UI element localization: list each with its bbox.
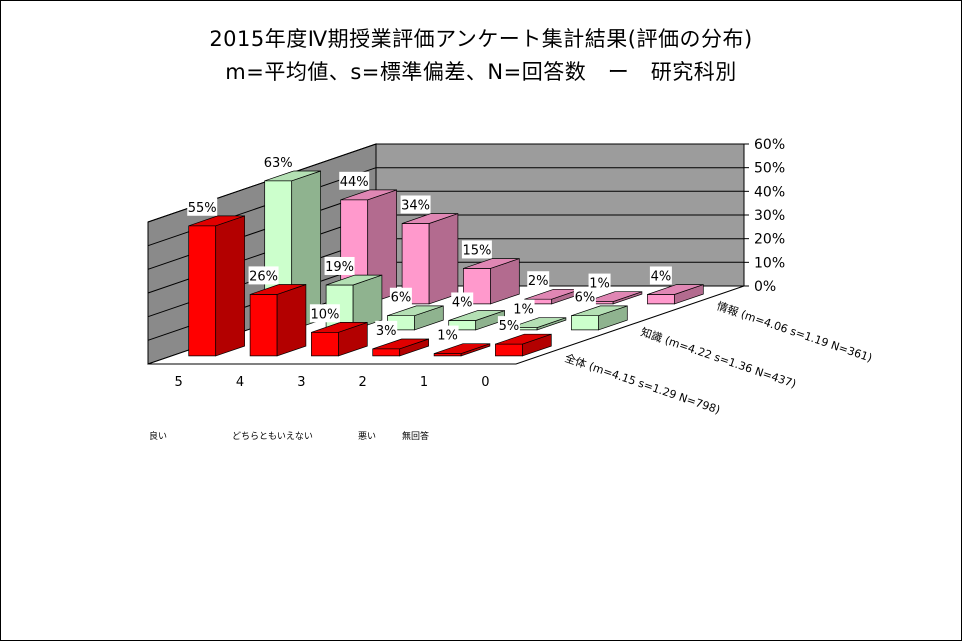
y-tick-label: 0%	[754, 279, 776, 295]
data-label: 26%	[249, 269, 278, 284]
y-tick-label: 30%	[754, 208, 785, 224]
data-label: 1%	[513, 303, 534, 318]
note-no-answer: 無回答	[402, 432, 430, 442]
data-label: 5%	[499, 319, 520, 334]
bar-side	[276, 284, 307, 357]
data-label-bg	[263, 152, 294, 171]
data-label-bg	[436, 325, 459, 344]
data-label-bg	[187, 197, 218, 216]
data-label: 63%	[264, 156, 293, 171]
data-label: 4%	[452, 295, 473, 310]
y-tick-label: 20%	[754, 232, 785, 248]
bar-top	[448, 310, 505, 321]
data-label: 1%	[437, 329, 458, 344]
x-category-label: 0	[481, 375, 489, 390]
y-tick-label: 60%	[754, 137, 785, 153]
data-label-bg	[527, 271, 550, 290]
data-label: 19%	[325, 260, 354, 275]
data-label: 6%	[575, 291, 596, 306]
bar-top	[463, 258, 520, 269]
data-label-bg	[573, 287, 596, 306]
data-label: 2%	[528, 274, 549, 289]
bar-top	[647, 284, 704, 295]
data-label-bg	[461, 240, 492, 259]
data-label-bg	[451, 292, 474, 311]
data-label-bg	[389, 287, 412, 306]
data-label-bg	[588, 273, 611, 292]
bar-front	[571, 315, 599, 331]
series-group: 55%26%10%3% 1%5%	[187, 197, 552, 357]
y-tick-label: 40%	[754, 184, 785, 200]
bar-top	[340, 189, 397, 201]
data-label: 3%	[376, 324, 397, 339]
series-group: 63% 19% 6% 4% 1% 6%	[263, 152, 628, 331]
y-tick-label: 50%	[754, 161, 785, 177]
bar-top	[325, 274, 383, 286]
data-label-bg	[400, 195, 431, 214]
chart-title: 2015年度Ⅳ期授業評価アンケート集計結果(評価の分布)	[209, 27, 753, 51]
bar-top	[188, 215, 245, 227]
series-label: 知識 (m=4.22 s=1.36 N=437)	[639, 325, 798, 391]
series-label: 情報 (m=4.06 s=1.19 N=361)	[715, 300, 874, 365]
data-label: 44%	[340, 175, 369, 190]
bar-front	[249, 294, 278, 357]
bar-side	[428, 213, 459, 305]
bar-front	[188, 225, 217, 357]
data-label-bg	[649, 266, 672, 285]
data-label-bg	[309, 304, 340, 323]
data-label-bg	[339, 171, 370, 190]
x-category-label: 2	[359, 375, 367, 390]
bar-top	[495, 333, 552, 345]
bar-front	[311, 331, 339, 357]
bar-top	[571, 305, 628, 317]
bar-side	[215, 215, 245, 357]
x-category-label: 4	[236, 375, 244, 390]
note-bad: 悪い	[358, 432, 377, 442]
data-label-bg	[497, 316, 520, 335]
y-tick-label: 10%	[754, 255, 785, 271]
bar-top	[372, 338, 429, 350]
bar-top	[585, 291, 643, 302]
bar-front	[495, 343, 523, 357]
x-category-label: 1	[420, 375, 428, 390]
note-good: 良い	[149, 432, 168, 442]
bar-top	[433, 343, 491, 354]
data-label: 55%	[188, 201, 217, 216]
x-category-label: 5	[175, 375, 183, 390]
data-label: 34%	[401, 198, 430, 213]
note-neutral: どちらともいえない	[232, 432, 313, 442]
data-label: 6%	[391, 291, 412, 306]
data-label: 15%	[462, 243, 491, 258]
gridline	[147, 143, 744, 223]
data-label: 10%	[310, 307, 339, 322]
data-label: 4%	[651, 269, 672, 284]
bar-top	[249, 284, 307, 295]
bar-top	[311, 322, 368, 333]
bar-top	[264, 170, 321, 182]
series-label: 全体 (m=4.15 s=1.29 N=798)	[563, 351, 722, 417]
x-category-label: 3	[297, 375, 305, 390]
data-label-bg	[375, 320, 398, 339]
data-label-bg	[248, 266, 279, 285]
chart-subtitle: m=平均値、s=標準偏差、N=回答数 ー 研究科別	[225, 60, 737, 84]
data-label-bg	[512, 299, 535, 318]
data-label-bg	[324, 256, 355, 275]
bar-top	[387, 305, 444, 317]
bar-top	[401, 213, 459, 224]
bar-front	[372, 348, 401, 357]
bar-top	[509, 317, 567, 328]
bar-front	[647, 294, 675, 305]
